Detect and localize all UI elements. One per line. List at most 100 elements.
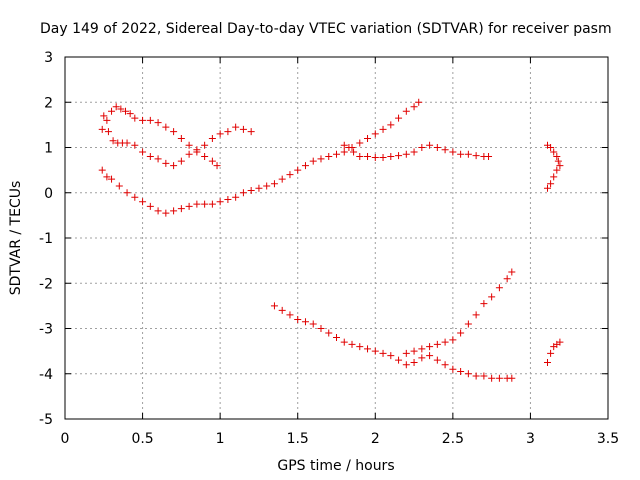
data-point <box>185 141 193 149</box>
data-point <box>387 153 395 161</box>
data-point <box>193 200 201 208</box>
data-point <box>508 374 516 382</box>
data-point <box>100 112 108 120</box>
data-point <box>371 130 379 138</box>
data-point <box>379 349 387 357</box>
data-point <box>554 157 562 165</box>
data-point <box>350 148 358 156</box>
data-point <box>543 358 551 366</box>
data-point <box>131 114 139 122</box>
data-point <box>472 152 480 160</box>
data-point <box>185 150 193 158</box>
data-point <box>123 189 131 197</box>
data-point <box>333 150 340 158</box>
data-point <box>441 338 449 346</box>
data-point <box>433 340 441 348</box>
data-point <box>402 361 410 369</box>
data-point <box>449 365 457 373</box>
y-tick-label: -4 <box>39 367 53 383</box>
data-point <box>208 157 216 165</box>
data-point <box>193 148 201 156</box>
data-point <box>170 207 178 215</box>
data-point <box>410 358 418 366</box>
data-point <box>333 334 340 342</box>
series-rising-arc <box>98 98 423 217</box>
data-point <box>98 166 106 174</box>
y-tick-label: 0 <box>44 186 53 202</box>
data-point <box>139 198 147 206</box>
data-point <box>146 116 154 124</box>
data-point <box>457 150 465 158</box>
data-point <box>553 166 561 174</box>
data-point <box>464 370 472 378</box>
data-point <box>170 162 178 170</box>
data-point <box>177 205 185 213</box>
data-point <box>449 336 457 344</box>
y-tick-label: -3 <box>39 322 53 338</box>
data-point <box>550 148 558 156</box>
data-point <box>464 150 472 158</box>
series-late-arc <box>340 141 493 161</box>
data-point <box>480 300 488 308</box>
data-point <box>131 141 139 149</box>
data-point <box>426 141 434 149</box>
data-point <box>239 189 247 197</box>
x-tick-label: 1 <box>216 431 225 447</box>
x-tick-label: 1.5 <box>287 431 309 447</box>
data-point <box>317 155 325 163</box>
data-point <box>553 153 561 161</box>
x-tick-label: 3 <box>526 431 535 447</box>
data-point <box>216 198 224 206</box>
data-point <box>441 361 449 369</box>
data-point <box>543 184 551 192</box>
y-tick-label: 3 <box>44 50 53 66</box>
data-point <box>294 315 302 323</box>
data-point <box>216 130 224 138</box>
data-point <box>364 345 372 353</box>
data-point <box>426 352 434 360</box>
x-tick-label: 0.5 <box>131 431 153 447</box>
data-points <box>98 98 564 382</box>
data-point <box>301 318 309 326</box>
data-point <box>117 105 125 113</box>
data-point <box>294 166 302 174</box>
data-point <box>232 193 240 201</box>
data-point <box>185 202 193 210</box>
data-point <box>441 146 449 154</box>
data-point <box>104 128 112 136</box>
data-point <box>556 162 564 170</box>
data-point <box>485 153 493 161</box>
data-point <box>495 284 503 292</box>
data-point <box>201 200 209 208</box>
data-point <box>379 125 387 133</box>
data-point <box>224 128 232 136</box>
y-tick-label: -2 <box>39 276 53 292</box>
y-tick-label: 1 <box>44 141 53 157</box>
data-point <box>126 110 134 118</box>
data-point <box>301 162 309 170</box>
data-point <box>154 155 162 163</box>
data-point <box>139 116 147 124</box>
data-point <box>103 173 111 181</box>
data-point <box>208 200 216 208</box>
data-point <box>356 139 364 147</box>
data-point <box>286 311 294 319</box>
data-point <box>103 116 111 124</box>
data-point <box>340 148 348 156</box>
data-point <box>255 184 263 192</box>
data-point <box>115 182 123 190</box>
data-point <box>550 173 558 181</box>
x-axis-label: GPS time / hours <box>277 458 394 474</box>
data-point <box>395 114 403 122</box>
data-point <box>170 128 178 136</box>
data-point <box>547 144 555 151</box>
data-point <box>154 119 162 127</box>
data-point <box>364 134 372 142</box>
data-point <box>457 367 465 375</box>
data-point <box>348 340 356 348</box>
data-point <box>340 141 348 149</box>
data-point <box>488 374 496 382</box>
data-point <box>503 275 511 283</box>
y-axis-label: SDTVAR / TECUs <box>8 181 24 296</box>
data-point <box>547 349 555 357</box>
